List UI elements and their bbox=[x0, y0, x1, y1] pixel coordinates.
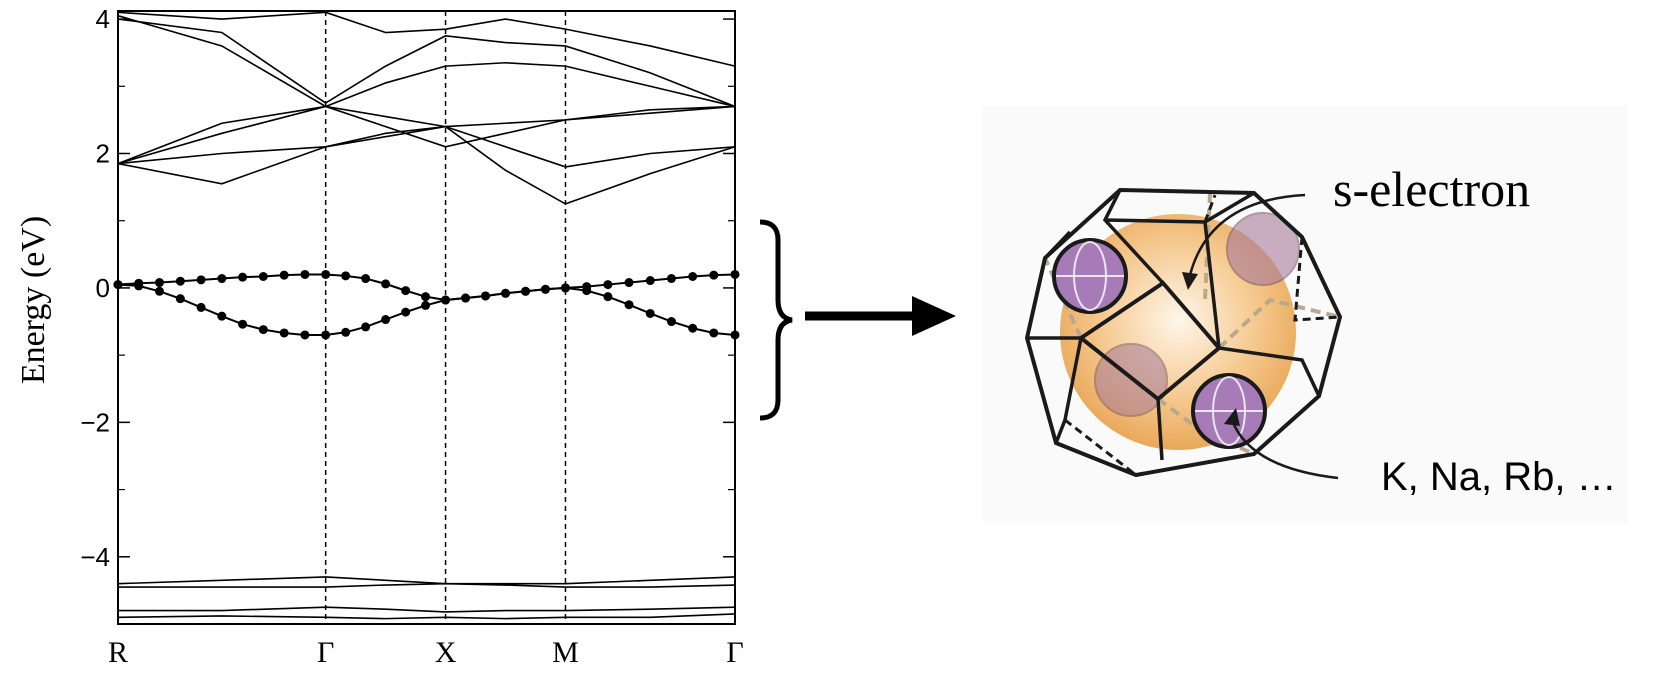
band-point bbox=[361, 274, 370, 283]
ion bbox=[1054, 240, 1126, 312]
band bbox=[118, 127, 735, 204]
band-point bbox=[667, 274, 676, 283]
band-point bbox=[381, 315, 390, 324]
band-point bbox=[709, 271, 718, 280]
band-point bbox=[625, 300, 634, 309]
band-point bbox=[259, 325, 268, 334]
ion-label: K, Na, Rb, … bbox=[1381, 455, 1617, 499]
band-point bbox=[731, 270, 740, 279]
band-point bbox=[238, 273, 247, 282]
band-point bbox=[667, 317, 676, 326]
y-axis-label: Energy (eV) bbox=[15, 216, 52, 384]
band-point bbox=[381, 279, 390, 288]
band-point bbox=[155, 278, 164, 287]
band-point bbox=[603, 280, 612, 289]
band-point bbox=[217, 312, 226, 321]
band bbox=[118, 12, 735, 66]
band-point bbox=[321, 330, 330, 339]
band-point bbox=[561, 283, 570, 292]
band-point bbox=[114, 280, 123, 289]
band-point bbox=[134, 281, 143, 290]
band-point bbox=[709, 328, 718, 337]
band-point bbox=[441, 296, 450, 305]
plot-area: 4 2 0 −2 −4 R Γ X M Γ bbox=[80, 4, 743, 669]
band-point bbox=[501, 289, 510, 298]
arrow-head bbox=[912, 296, 956, 336]
band-point bbox=[300, 270, 309, 279]
band-point bbox=[321, 270, 330, 279]
band bbox=[118, 16, 735, 107]
x-tick-label: Γ bbox=[726, 636, 743, 669]
ion bbox=[1193, 375, 1265, 447]
band-point bbox=[461, 294, 470, 303]
y-tick-label: 4 bbox=[96, 4, 110, 34]
plot-frame bbox=[118, 11, 735, 624]
band-point bbox=[259, 272, 268, 281]
band-point bbox=[155, 287, 164, 296]
band-point bbox=[176, 294, 185, 303]
y-tick-label: −2 bbox=[80, 407, 110, 437]
y-tick-label: 2 bbox=[96, 138, 110, 168]
band-point bbox=[646, 309, 655, 318]
y-tick-label: 0 bbox=[96, 273, 110, 303]
band-point bbox=[582, 286, 591, 295]
x-tick-label: Γ bbox=[317, 636, 334, 669]
electron-label: s-electron bbox=[1333, 161, 1530, 217]
figure: Energy (eV) 4 2 0 −2 −4 R Γ X M Γ bbox=[0, 0, 1672, 675]
band-point bbox=[521, 287, 530, 296]
band-point bbox=[176, 277, 185, 286]
band-point bbox=[361, 322, 370, 331]
band-point bbox=[481, 291, 490, 300]
band-point bbox=[421, 292, 430, 301]
band-point bbox=[280, 271, 289, 280]
band-point bbox=[217, 274, 226, 283]
band bbox=[118, 127, 735, 167]
x-tick-label: M bbox=[552, 636, 579, 669]
band-point bbox=[625, 278, 634, 287]
band bbox=[118, 614, 735, 619]
band-point bbox=[197, 303, 206, 312]
band-point bbox=[646, 276, 655, 285]
band-point bbox=[300, 330, 309, 339]
x-tick-label: X bbox=[435, 636, 457, 669]
band-point bbox=[401, 286, 410, 295]
band bbox=[118, 584, 735, 587]
band bbox=[118, 577, 735, 584]
y-tick-label: −4 bbox=[80, 542, 110, 572]
band-point bbox=[401, 308, 410, 317]
band bbox=[118, 19, 735, 106]
band-point bbox=[688, 324, 697, 333]
band-point bbox=[341, 271, 350, 280]
band-point bbox=[280, 328, 289, 337]
band-point bbox=[341, 328, 350, 337]
band-point bbox=[603, 292, 612, 301]
band-point bbox=[197, 275, 206, 284]
band-point bbox=[238, 320, 247, 329]
band bbox=[118, 607, 735, 612]
band-point bbox=[421, 301, 430, 310]
x-tick-label: R bbox=[108, 636, 128, 669]
band-point bbox=[731, 330, 740, 339]
band-point bbox=[688, 272, 697, 281]
band-point bbox=[541, 285, 550, 294]
brace bbox=[760, 222, 792, 418]
